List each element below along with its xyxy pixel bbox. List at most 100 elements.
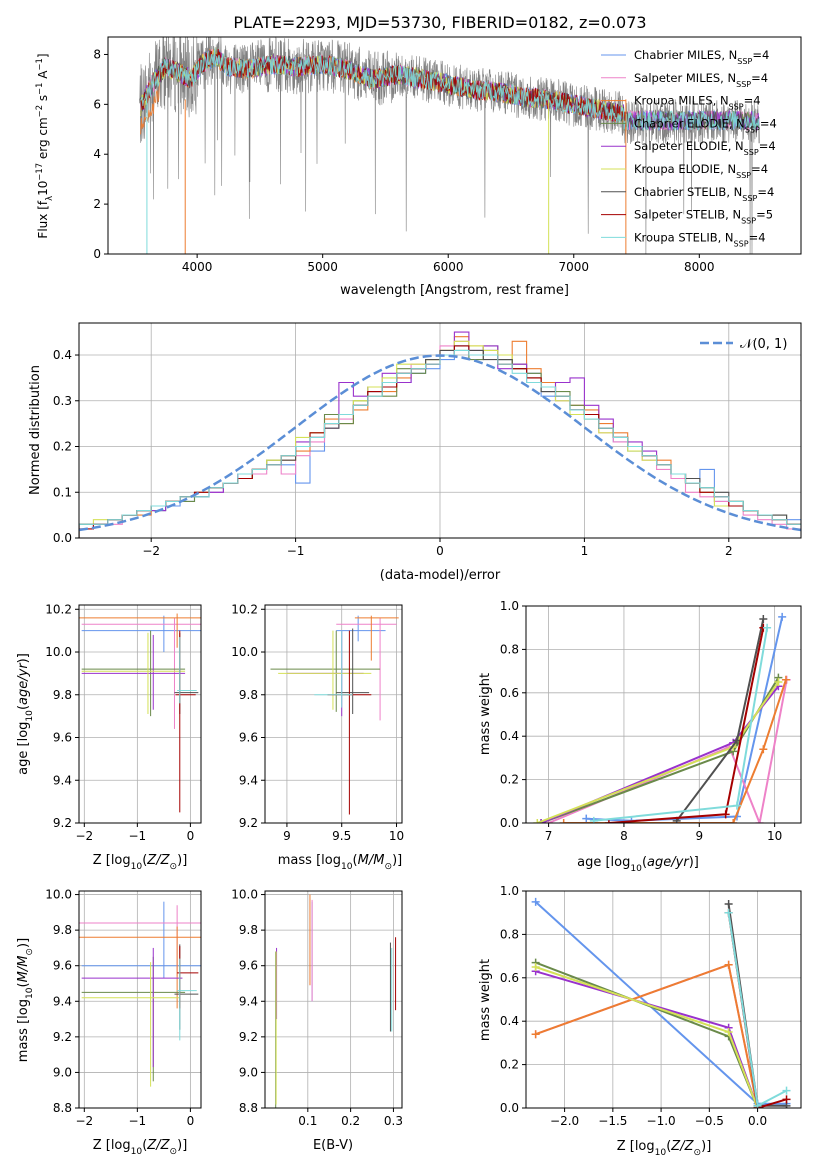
y-tick-label: 9.6 xyxy=(239,959,258,973)
x-tick-label: 6000 xyxy=(433,260,464,274)
weight-marker xyxy=(782,1086,791,1095)
y-tick-label: 10.2 xyxy=(45,602,72,616)
weight-line xyxy=(535,963,759,1108)
weight-marker xyxy=(724,1028,733,1037)
axes-frame xyxy=(264,890,403,1109)
weight-marker xyxy=(604,819,613,823)
y-tick-label: 0.6 xyxy=(500,686,519,700)
x-axis-label: wavelength [Angstrom, rest frame] xyxy=(340,283,569,298)
x-tick-label: 9.5 xyxy=(332,829,351,843)
x-tick-label: −2.0 xyxy=(550,1114,579,1128)
y-tick-label: 0.4 xyxy=(500,729,519,743)
weight-marker xyxy=(759,745,768,754)
y-tick-label: 1.0 xyxy=(500,884,519,898)
legend-label: Chabrier MILES, NSSP=4 xyxy=(634,48,769,66)
x-tick-label: −2 xyxy=(142,544,160,558)
x-axis-label: Z [log10(Z/Z⊙)] xyxy=(617,1139,712,1158)
y-tick-label: 2 xyxy=(93,197,101,211)
y-tick-label: 1.0 xyxy=(500,599,519,613)
weight-marker xyxy=(755,819,764,823)
y-tick-label: 9.4 xyxy=(53,773,72,787)
weight-marker xyxy=(732,801,741,810)
weight-marker xyxy=(589,816,598,823)
y-axis-label: mass weight xyxy=(478,673,493,755)
y-tick-label: 9.2 xyxy=(239,816,258,830)
x-axis-label: age [log10(age/yr)] xyxy=(577,855,699,874)
y-tick-label: 9.4 xyxy=(239,773,258,787)
x-tick-label: 9 xyxy=(695,829,703,843)
panel-0: 4000 5000 6000 7000 8000 0 2 4 6 8 wavelength [Ang… xyxy=(34,36,802,298)
y-tick-label: 8 xyxy=(93,47,101,61)
y-tick-label: 0.2 xyxy=(500,773,519,787)
weight-line xyxy=(535,966,759,1108)
plot-area xyxy=(533,612,791,823)
x-tick-label: 8 xyxy=(620,829,628,843)
model-spectrum xyxy=(140,48,760,131)
y-axis-label: Flux [fλ10−17 erg cm−2 s−1 A−1] xyxy=(34,53,54,238)
y-tick-label: 0.0 xyxy=(53,531,72,545)
y-tick-label: 0.4 xyxy=(500,1014,519,1028)
y-tick-label: 8.8 xyxy=(53,1101,72,1115)
x-tick-label: −1 xyxy=(128,1114,146,1128)
axes-frame xyxy=(525,890,802,1109)
panel-1: −2 −1 0 1 2 0.0 0.1 0.2 0.3 0.4 (data-model)/error… xyxy=(28,322,802,583)
weight-marker xyxy=(582,814,591,823)
legend: Chabrier MILES, NSSP=4 Salpeter MILES, NS… xyxy=(601,48,777,248)
weight-marker xyxy=(774,677,783,686)
x-tick-label: 1 xyxy=(581,544,589,558)
axes-frame xyxy=(264,604,403,824)
x-tick-label: −2 xyxy=(75,829,93,843)
x-axis-label: mass [log10(M/M⊙)] xyxy=(278,853,402,872)
legend-label: Kroupa STELIB, NSSP=4 xyxy=(634,230,766,248)
legend-label: Salpeter MILES, NSSP=4 xyxy=(634,71,768,89)
weight-marker xyxy=(759,615,768,624)
panel-2: −2 −1 0 9.2 9.4 9.6 9.8 10.0 10.2 Z [log10(Z/Z⊙)]… xyxy=(16,602,202,872)
weight-marker xyxy=(753,1101,762,1108)
y-tick-label: 9.2 xyxy=(53,816,72,830)
y-tick-label: 9.8 xyxy=(53,688,72,702)
x-tick-label: −0.5 xyxy=(695,1114,724,1128)
weight-marker xyxy=(763,623,772,632)
x-tick-label: 0 xyxy=(187,829,195,843)
y-tick-label: 9.4 xyxy=(53,994,72,1008)
plot-area xyxy=(139,37,760,254)
axes-frame xyxy=(525,605,802,824)
y-tick-label: 0.4 xyxy=(53,348,72,362)
legend-label: Salpeter STELIB, NSSP=5 xyxy=(634,208,773,226)
weight-marker xyxy=(721,810,730,819)
plot-area xyxy=(275,894,397,1108)
y-tick-label: 9.8 xyxy=(239,688,258,702)
y-tick-label: 0 xyxy=(93,247,101,261)
x-tick-label: 0.0 xyxy=(748,1114,767,1128)
y-tick-label: 0.0 xyxy=(500,1101,519,1115)
y-tick-label: 9.6 xyxy=(239,731,258,745)
y-tick-label: 6 xyxy=(93,97,101,111)
weight-marker xyxy=(531,1030,540,1039)
weight-marker xyxy=(782,1095,791,1104)
x-tick-label: −1 xyxy=(128,829,146,843)
weight-marker xyxy=(533,819,542,823)
normal-curve xyxy=(79,354,801,532)
y-tick-label: 9.6 xyxy=(53,959,72,973)
y-axis-label: mass weight xyxy=(478,959,493,1041)
legend-label: Kroupa ELODIE, NSSP=4 xyxy=(634,162,768,180)
x-tick-label: 0 xyxy=(436,544,444,558)
y-tick-label: 9.2 xyxy=(239,1030,258,1044)
x-tick-label: −2 xyxy=(75,1114,93,1128)
panel-7: −2.0 −1.5 −1.0 −0.5 0.0 0.0 0.2 0.4 0.6 0.8 1.0 Z [… xyxy=(478,884,802,1158)
axes-frame xyxy=(78,890,202,1109)
y-tick-label: 9.0 xyxy=(239,1065,258,1079)
x-tick-label: 7000 xyxy=(558,260,589,274)
y-tick-label: 9.8 xyxy=(53,923,72,937)
panel-4: 7 8 9 10 0.0 0.2 0.4 0.6 0.8 1.0 age [log10(age/yr… xyxy=(478,599,802,874)
plot-area xyxy=(79,901,201,1087)
axes-frame xyxy=(78,604,202,824)
legend-label: Chabrier STELIB, NSSP=4 xyxy=(634,185,774,203)
plot-area xyxy=(270,615,399,815)
x-tick-label: 2 xyxy=(725,544,733,558)
panel-6: 0.1 0.2 0.3 8.8 9.0 9.2 9.4 9.6 9.8 10.0 E(B-V) xyxy=(231,888,403,1153)
x-tick-label: 10 xyxy=(767,829,782,843)
weight-marker xyxy=(537,819,546,823)
x-axis-label: Z [log10(Z/Z⊙)] xyxy=(93,1138,188,1157)
y-tick-label: 0.6 xyxy=(500,971,519,985)
